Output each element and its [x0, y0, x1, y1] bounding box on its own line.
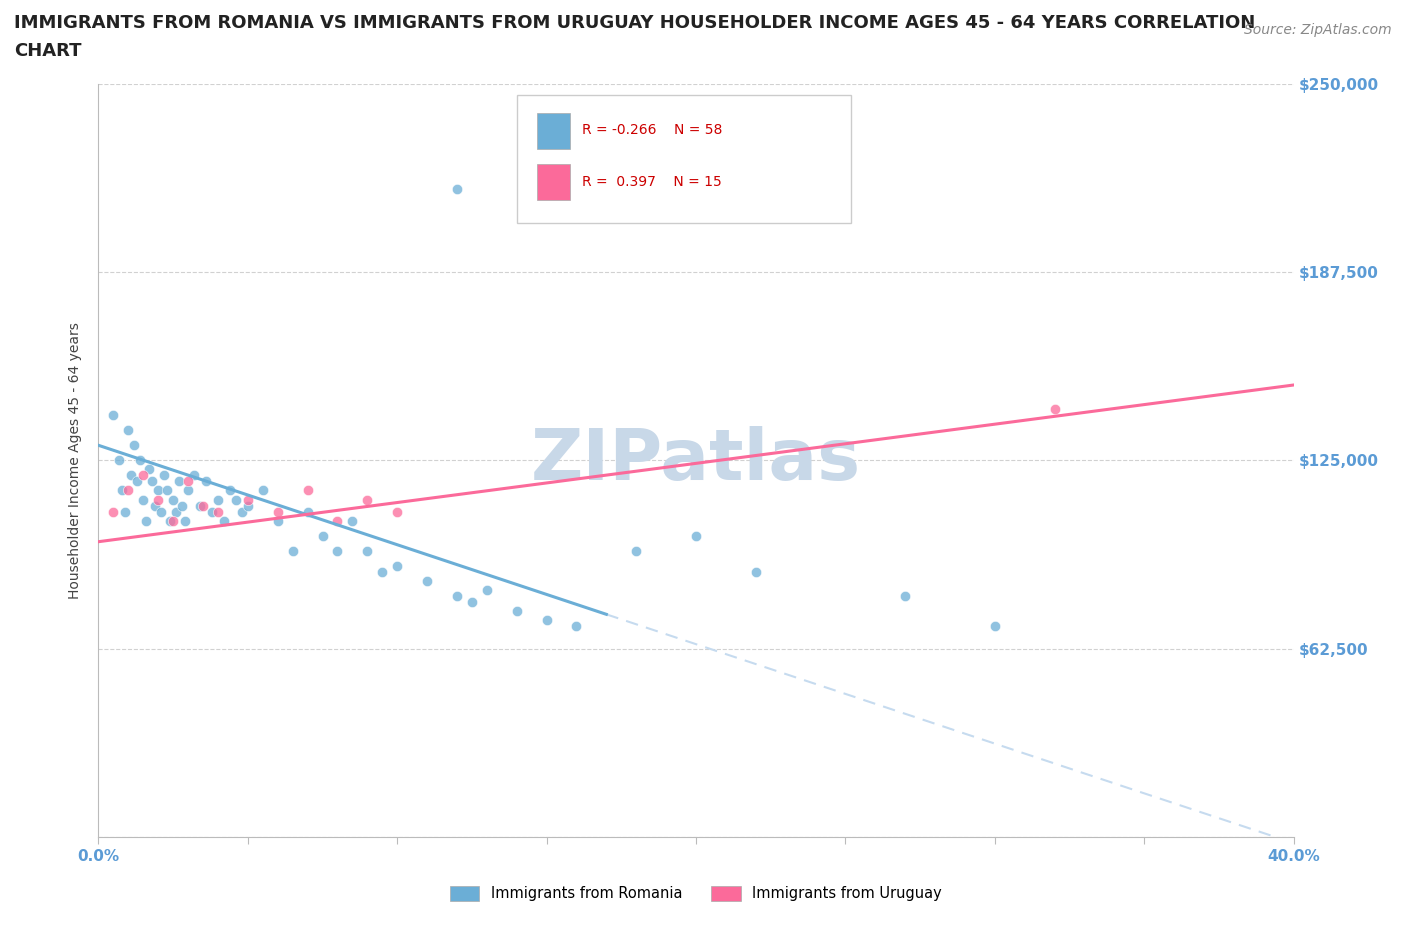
Point — [162, 492, 184, 507]
Text: R =  0.397    N = 15: R = 0.397 N = 15 — [582, 175, 723, 189]
Point — [156, 483, 179, 498]
Text: ZIPatlas: ZIPatlas — [531, 426, 860, 495]
Point — [153, 468, 176, 483]
Point — [141, 474, 163, 489]
Point — [207, 504, 229, 519]
Point — [311, 528, 333, 543]
Point — [191, 498, 214, 513]
Point — [212, 513, 235, 528]
Point — [236, 498, 259, 513]
Point — [167, 474, 190, 489]
Point — [120, 468, 142, 483]
Point — [124, 438, 146, 453]
Point — [132, 468, 155, 483]
Point — [225, 492, 247, 507]
Point — [267, 504, 290, 519]
Point — [117, 483, 139, 498]
Point — [267, 513, 290, 528]
Point — [536, 613, 558, 628]
Point — [326, 513, 349, 528]
Point — [135, 513, 157, 528]
Point — [356, 492, 378, 507]
Point — [132, 492, 155, 507]
Point — [103, 407, 125, 422]
Point — [685, 528, 707, 543]
Point — [745, 565, 768, 579]
Point — [103, 504, 125, 519]
Text: R = -0.266    N = 58: R = -0.266 N = 58 — [582, 124, 723, 138]
Point — [281, 543, 304, 558]
Point — [219, 483, 242, 498]
Point — [177, 474, 200, 489]
Point — [297, 483, 319, 498]
Point — [984, 618, 1007, 633]
Point — [371, 565, 394, 579]
Point — [114, 504, 136, 519]
Text: IMMIGRANTS FROM ROMANIA VS IMMIGRANTS FROM URUGUAY HOUSEHOLDER INCOME AGES 45 - : IMMIGRANTS FROM ROMANIA VS IMMIGRANTS FR… — [14, 14, 1256, 32]
Point — [446, 181, 468, 196]
Point — [165, 504, 187, 519]
Point — [162, 513, 184, 528]
Legend: Immigrants from Romania, Immigrants from Uruguay: Immigrants from Romania, Immigrants from… — [450, 886, 942, 901]
Point — [111, 483, 134, 498]
Point — [159, 513, 181, 528]
Point — [297, 504, 319, 519]
Point — [356, 543, 378, 558]
Point — [1043, 402, 1066, 417]
FancyBboxPatch shape — [537, 165, 571, 201]
Point — [506, 604, 529, 618]
Point — [148, 483, 170, 498]
Point — [150, 504, 173, 519]
Point — [385, 558, 409, 573]
Point — [252, 483, 274, 498]
FancyBboxPatch shape — [517, 95, 852, 223]
Point — [188, 498, 211, 513]
Point — [183, 468, 205, 483]
Point — [231, 504, 253, 519]
Point — [565, 618, 588, 633]
Point — [446, 589, 468, 604]
Point — [148, 492, 170, 507]
Point — [177, 483, 200, 498]
Y-axis label: Householder Income Ages 45 - 64 years: Householder Income Ages 45 - 64 years — [69, 322, 83, 599]
Point — [117, 423, 139, 438]
Point — [416, 574, 439, 589]
Point — [626, 543, 648, 558]
Point — [894, 589, 917, 604]
Point — [108, 453, 131, 468]
Point — [342, 513, 364, 528]
Point — [461, 594, 484, 609]
Point — [326, 543, 349, 558]
Point — [138, 462, 160, 477]
Text: CHART: CHART — [14, 42, 82, 60]
FancyBboxPatch shape — [537, 113, 571, 149]
Point — [207, 492, 229, 507]
Point — [143, 498, 166, 513]
Point — [236, 492, 259, 507]
Text: Source: ZipAtlas.com: Source: ZipAtlas.com — [1244, 23, 1392, 37]
Point — [475, 582, 498, 597]
Point — [174, 513, 197, 528]
Point — [129, 453, 152, 468]
Point — [172, 498, 194, 513]
Point — [385, 504, 409, 519]
Point — [201, 504, 224, 519]
Point — [127, 474, 149, 489]
Point — [195, 474, 218, 489]
